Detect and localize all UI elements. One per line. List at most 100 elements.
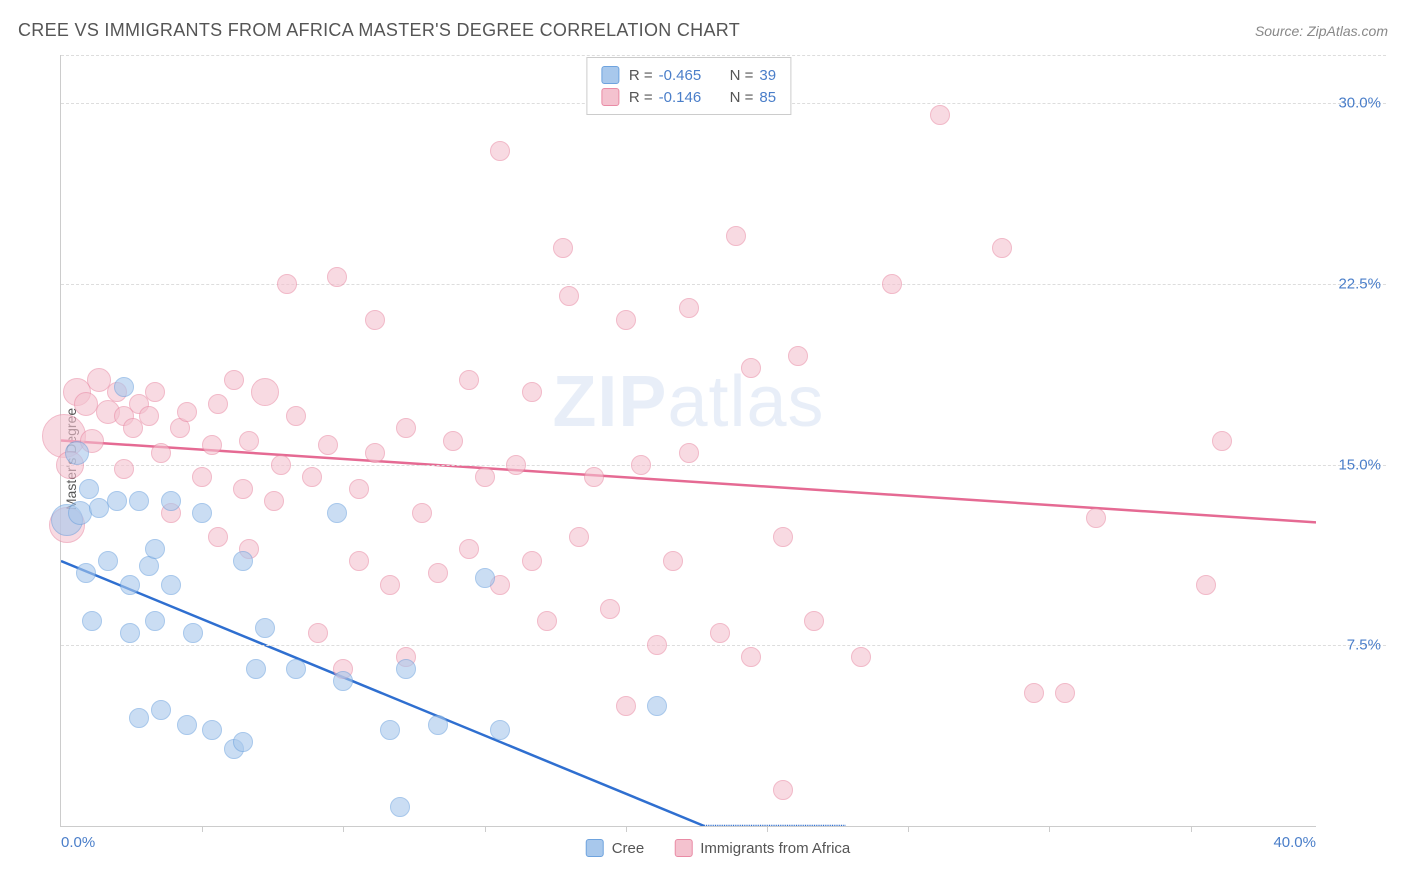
scatter-point	[490, 141, 510, 161]
legend-item-africa: Immigrants from Africa	[674, 839, 850, 857]
scatter-point	[65, 441, 89, 465]
legend-item-cree: Cree	[586, 839, 645, 857]
x-tick-mark	[1049, 826, 1050, 832]
scatter-point	[129, 491, 149, 511]
scatter-point	[726, 226, 746, 246]
y-tick-label: 30.0%	[1338, 95, 1381, 112]
watermark-zip: ZIP	[552, 362, 667, 442]
scatter-point	[129, 708, 149, 728]
scatter-point	[333, 671, 353, 691]
scatter-point	[365, 443, 385, 463]
scatter-point	[161, 491, 181, 511]
n-label: N =	[730, 67, 754, 84]
chart-area: Master's Degree ZIPatlas R = -0.465 N = …	[50, 55, 1386, 862]
legend-label-cree: Cree	[612, 840, 645, 857]
scatter-point	[741, 647, 761, 667]
scatter-point	[302, 467, 322, 487]
swatch-africa-icon	[601, 88, 619, 106]
scatter-point	[396, 418, 416, 438]
scatter-point	[647, 635, 667, 655]
x-tick-mark	[626, 826, 627, 832]
scatter-point	[202, 720, 222, 740]
scatter-point	[145, 382, 165, 402]
scatter-point	[89, 498, 109, 518]
scatter-point	[663, 551, 683, 571]
scatter-point	[271, 455, 291, 475]
scatter-point	[365, 310, 385, 330]
scatter-point	[251, 378, 279, 406]
scatter-point	[79, 479, 99, 499]
scatter-point	[98, 551, 118, 571]
scatter-point	[192, 467, 212, 487]
scatter-point	[788, 346, 808, 366]
watermark: ZIPatlas	[552, 361, 824, 443]
scatter-point	[76, 563, 96, 583]
scatter-point	[286, 659, 306, 679]
stats-row-africa: R = -0.146 N = 85	[601, 86, 776, 108]
scatter-point	[1055, 683, 1075, 703]
scatter-point	[277, 274, 297, 294]
scatter-point	[224, 370, 244, 390]
scatter-point	[1196, 575, 1216, 595]
scatter-point	[537, 611, 557, 631]
bottom-legend: Cree Immigrants from Africa	[586, 839, 851, 857]
scatter-point	[616, 310, 636, 330]
x-tick-mark	[908, 826, 909, 832]
stats-legend-box: R = -0.465 N = 39 R = -0.146 N = 85	[586, 57, 791, 115]
scatter-point	[151, 443, 171, 463]
scatter-point	[522, 382, 542, 402]
scatter-point	[490, 720, 510, 740]
scatter-point	[139, 406, 159, 426]
scatter-point	[679, 298, 699, 318]
scatter-point	[569, 527, 589, 547]
scatter-point	[631, 455, 651, 475]
scatter-point	[208, 394, 228, 414]
scatter-point	[584, 467, 604, 487]
cree-r-value: -0.465	[659, 67, 714, 84]
legend-label-africa: Immigrants from Africa	[700, 840, 850, 857]
scatter-point	[114, 377, 134, 397]
legend-swatch-cree-icon	[586, 839, 604, 857]
gridline	[61, 645, 1386, 646]
x-tick-mark	[343, 826, 344, 832]
n-label: N =	[730, 89, 754, 106]
scatter-point	[773, 527, 793, 547]
scatter-point	[308, 623, 328, 643]
scatter-point	[82, 611, 102, 631]
scatter-point	[145, 611, 165, 631]
scatter-point	[992, 238, 1012, 258]
plot-area: ZIPatlas R = -0.465 N = 39 R = -0.146 N …	[60, 55, 1316, 827]
scatter-point	[459, 370, 479, 390]
scatter-point	[318, 435, 338, 455]
x-tick-mark	[202, 826, 203, 832]
scatter-point	[930, 105, 950, 125]
scatter-point	[177, 715, 197, 735]
x-tick-mark	[485, 826, 486, 832]
r-label: R =	[629, 67, 653, 84]
scatter-point	[559, 286, 579, 306]
scatter-point	[396, 659, 416, 679]
chart-title: CREE VS IMMIGRANTS FROM AFRICA MASTER'S …	[18, 20, 740, 41]
scatter-point	[475, 467, 495, 487]
y-tick-label: 7.5%	[1347, 637, 1381, 654]
gridline	[61, 55, 1386, 56]
scatter-point	[161, 575, 181, 595]
scatter-point	[475, 568, 495, 588]
gridline	[61, 465, 1386, 466]
chart-source: Source: ZipAtlas.com	[1255, 23, 1388, 39]
scatter-point	[327, 267, 347, 287]
cree-n-value: 39	[759, 67, 776, 84]
scatter-point	[522, 551, 542, 571]
scatter-point	[741, 358, 761, 378]
scatter-point	[177, 402, 197, 422]
scatter-point	[1024, 683, 1044, 703]
scatter-point	[233, 732, 253, 752]
scatter-point	[233, 551, 253, 571]
scatter-point	[851, 647, 871, 667]
r-label: R =	[629, 89, 653, 106]
gridline	[61, 284, 1386, 285]
scatter-point	[145, 539, 165, 559]
scatter-point	[647, 696, 667, 716]
x-tick-label: 40.0%	[1273, 834, 1316, 851]
scatter-point	[202, 435, 222, 455]
